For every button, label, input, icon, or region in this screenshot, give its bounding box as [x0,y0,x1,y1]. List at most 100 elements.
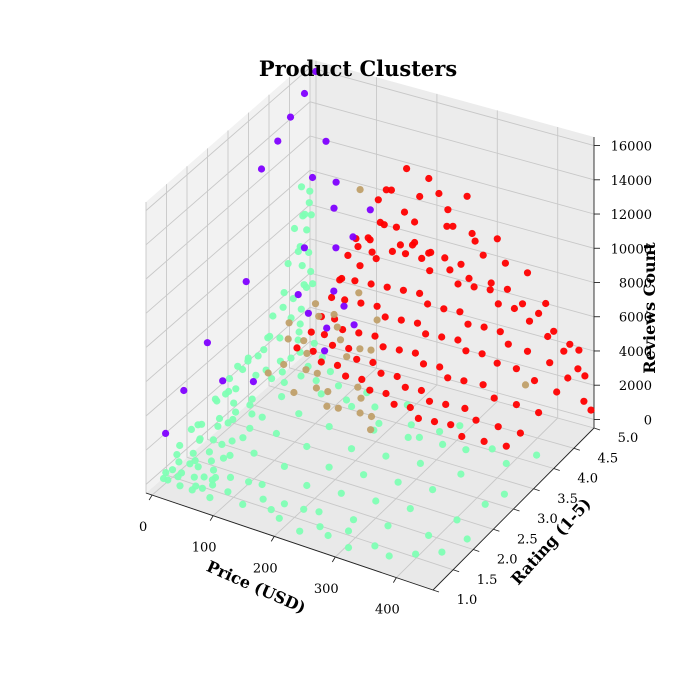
floor-pane [146,350,594,590]
x-tick-label: 100 [192,541,217,556]
z-grid-line [145,135,595,280]
data-point-cluster-2 [490,394,498,402]
data-point-cluster-3 [332,244,340,252]
data-point-cluster-1 [214,422,222,430]
data-point-cluster-2 [392,223,400,231]
data-point-cluster-2 [328,293,336,302]
data-point-cluster-2 [454,280,462,288]
data-point-cluster-2 [494,300,502,308]
data-point-cluster-1 [488,445,496,453]
data-point-cluster-2 [399,286,407,294]
data-point-cluster-1 [186,460,194,468]
data-point-cluster-1 [254,352,262,360]
data-point-cluster-2 [364,234,372,242]
data-point-cluster-4 [373,316,381,324]
data-point-cluster-1 [280,500,288,508]
data-point-cluster-1 [371,403,379,411]
data-point-cluster-1 [280,289,288,297]
tick-labels: 0 100 200 300 400 1.0 1.5 2.0 2.5 3.0 3.5 4.04.5 5.0… [139,140,652,618]
data-point-cluster-2 [411,238,419,247]
data-point-cluster-2 [320,331,328,339]
data-point-cluster-4 [302,366,310,374]
data-point-cluster-1 [412,550,420,558]
data-point-cluster-2 [550,327,558,335]
data-point-cluster-1 [207,457,215,465]
data-point-cluster-2 [393,372,401,381]
data-point-cluster-2 [425,397,434,405]
data-point-cluster-4 [313,369,321,377]
data-point-cluster-3 [294,291,302,299]
data-point-cluster-4 [356,409,364,417]
data-point-cluster-1 [266,332,274,340]
data-point-cluster-1 [325,423,333,431]
data-point-cluster-2 [560,347,568,355]
data-point-cluster-2 [354,243,362,251]
data-point-cluster-4 [315,312,323,320]
data-point-cluster-2 [456,308,464,316]
data-point-cluster-2 [355,329,363,337]
data-point-cluster-1 [211,395,219,403]
data-points [159,67,595,560]
data-point-cluster-1 [198,484,206,492]
data-point-cluster-1 [252,371,260,379]
data-point-cluster-1 [232,385,240,393]
data-point-cluster-1 [218,440,226,448]
data-point-cluster-2 [357,299,365,307]
data-point-cluster-2 [446,266,454,274]
data-point-cluster-4 [367,346,375,354]
data-point-cluster-2 [493,359,501,367]
data-point-cluster-2 [501,259,509,267]
data-point-cluster-2 [510,304,518,313]
data-point-cluster-1 [502,459,510,468]
data-point-cluster-1 [239,434,247,442]
data-point-cluster-2 [403,165,411,173]
data-point-cluster-1 [347,445,356,453]
data-point-cluster-2 [401,250,410,258]
data-point-cluster-4 [357,394,365,402]
data-point-cluster-1 [248,395,256,403]
data-point-cluster-2 [479,381,487,389]
data-point-cluster-1 [295,410,303,418]
data-point-cluster-2 [472,416,480,424]
data-point-cluster-1 [191,457,199,465]
z-tick-label: 4000 [619,345,652,360]
data-point-cluster-1 [533,451,541,459]
data-point-cluster-1 [297,372,305,380]
x-tick-label: 400 [375,603,400,618]
data-point-cluster-2 [388,247,396,255]
data-point-cluster-1 [234,362,242,370]
data-point-cluster-2 [458,432,466,441]
y-tick-label: 5.0 [618,431,639,446]
data-point-cluster-2 [413,319,422,327]
data-point-cluster-2 [395,346,403,354]
data-point-cluster-2 [454,336,462,344]
data-point-cluster-1 [462,446,470,454]
data-point-cluster-1 [305,199,313,207]
data-point-cluster-1 [385,552,393,560]
data-point-cluster-1 [280,462,288,470]
data-point-cluster-1 [226,451,234,459]
data-point-cluster-1 [224,488,232,496]
data-point-cluster-1 [305,248,313,256]
data-point-cluster-1 [259,495,267,503]
data-point-cluster-1 [325,463,333,471]
data-point-cluster-2 [512,365,521,373]
data-point-cluster-2 [422,330,430,338]
data-point-cluster-2 [373,302,381,310]
data-point-cluster-1 [268,375,276,383]
data-point-cluster-2 [544,332,552,341]
data-point-cluster-2 [382,389,390,398]
z-grid-line [145,101,595,246]
data-point-cluster-2 [328,341,337,349]
z-tick-label: 8000 [619,277,652,292]
data-point-cluster-2 [587,406,595,414]
data-point-cluster-1 [198,420,206,428]
y-tick-mark [493,528,500,532]
data-point-cluster-3 [340,302,348,310]
data-point-cluster-1 [176,482,184,490]
data-point-cluster-2 [493,235,501,243]
data-point-cluster-3 [300,244,308,252]
data-point-cluster-1 [315,508,323,516]
data-point-cluster-1 [239,500,247,508]
data-point-cluster-2 [358,375,366,383]
